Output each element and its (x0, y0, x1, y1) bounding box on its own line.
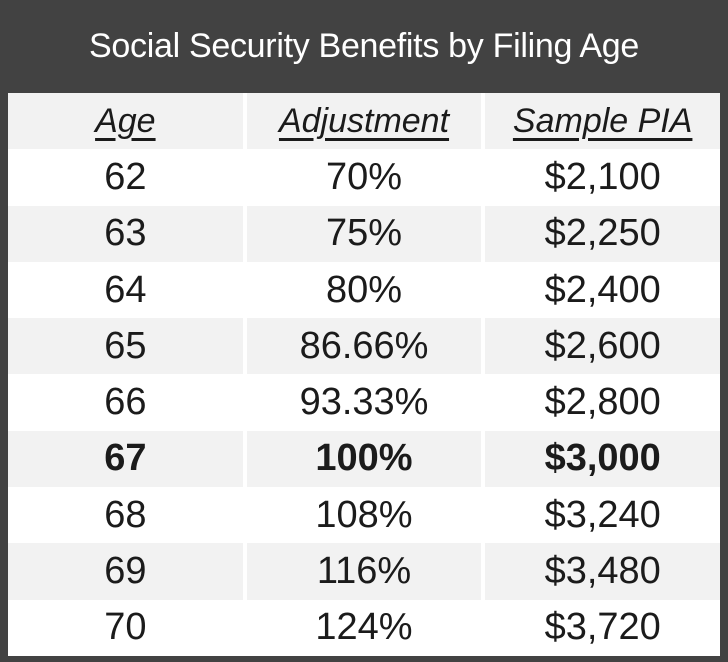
cell-age: 65 (8, 318, 243, 375)
cell-age: 62 (8, 149, 243, 206)
cell-adjustment: 93.33% (246, 374, 482, 431)
column-header-adjustment: Adjustment (246, 93, 482, 150)
cell-age: 64 (8, 261, 243, 319)
page-title: Social Security Benefits by Filing Age (89, 27, 639, 65)
table-row: 64 80% $2,400 (8, 261, 721, 319)
cell-sample-pia: $3,720 (485, 599, 721, 656)
cell-age: 63 (8, 205, 243, 262)
cell-adjustment: 86.66% (246, 318, 482, 375)
title-band: Social Security Benefits by Filing Age (0, 0, 728, 93)
cell-adjustment: 108% (246, 487, 482, 544)
cell-adjustment: 75% (246, 205, 482, 262)
cell-age: 70 (8, 599, 243, 656)
column-header-age: Age (8, 93, 243, 150)
table-row: 66 93.33% $2,800 (8, 374, 721, 431)
table-row: 63 75% $2,250 (8, 205, 721, 262)
cell-adjustment: 100% (246, 430, 482, 488)
table-row: 68 108% $3,240 (8, 487, 721, 544)
table-header-row: Age Adjustment Sample PIA (8, 93, 721, 150)
column-header-sample-pia: Sample PIA (485, 93, 721, 150)
cell-sample-pia: $2,250 (485, 205, 721, 262)
cell-adjustment: 70% (246, 149, 482, 206)
cell-adjustment: 124% (246, 599, 482, 656)
table-row: 65 86.66% $2,600 (8, 318, 721, 375)
cell-age: 66 (8, 374, 243, 431)
cell-sample-pia: $2,400 (485, 261, 721, 319)
cell-sample-pia: $3,240 (485, 487, 721, 544)
cell-age: 67 (8, 430, 243, 488)
cell-adjustment: 80% (246, 261, 482, 319)
table-row: 62 70% $2,100 (8, 149, 721, 206)
cell-sample-pia: $2,600 (485, 318, 721, 375)
cell-sample-pia: $3,000 (485, 430, 721, 488)
cell-age: 69 (8, 543, 243, 600)
table-row-emphasized: 67 100% $3,000 (8, 430, 721, 488)
cell-age: 68 (8, 487, 243, 544)
benefits-table: Age Adjustment Sample PIA 62 70% $2,100 … (8, 93, 721, 656)
cell-sample-pia: $2,100 (485, 149, 721, 206)
cell-sample-pia: $3,480 (485, 543, 721, 600)
cell-adjustment: 116% (246, 543, 482, 600)
cell-sample-pia: $2,800 (485, 374, 721, 431)
table-row: 70 124% $3,720 (8, 599, 721, 656)
table-row: 69 116% $3,480 (8, 543, 721, 600)
